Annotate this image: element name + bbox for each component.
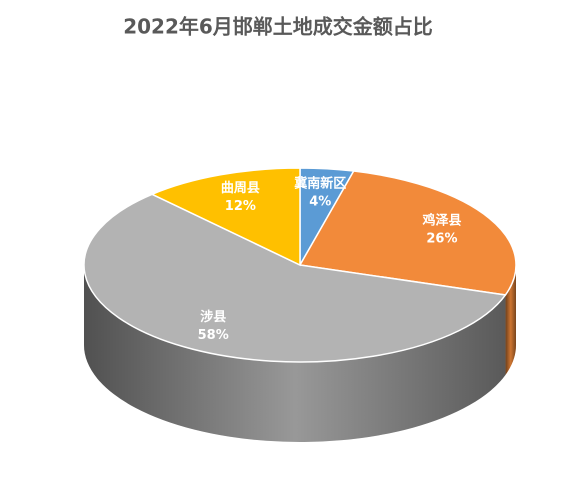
slice	[150, 167, 301, 267]
slice-side-shade	[83, 265, 506, 443]
slice	[298, 170, 517, 296]
pie-tops	[83, 167, 517, 363]
pie-labels: 冀南新区 4% 鸡泽县 26% 涉县 58% 曲周县 12%	[198, 175, 462, 343]
slice-value-label: 58%	[198, 328, 229, 343]
chart-title: 2022年6月邯郸土地成交金额占比	[123, 15, 433, 39]
slice-value-label: 12%	[225, 199, 256, 214]
slice-label: 曲周县	[221, 180, 260, 196]
slice-side-shade	[505, 265, 516, 375]
slice	[83, 193, 507, 363]
slice-label: 涉县	[200, 309, 226, 325]
slice-label: 鸡泽县	[421, 212, 461, 228]
slice-value-label: 4%	[309, 194, 331, 209]
slice-value-label: 26%	[426, 231, 457, 246]
slice-label: 冀南新区	[294, 175, 346, 191]
pie-sides	[83, 265, 516, 443]
